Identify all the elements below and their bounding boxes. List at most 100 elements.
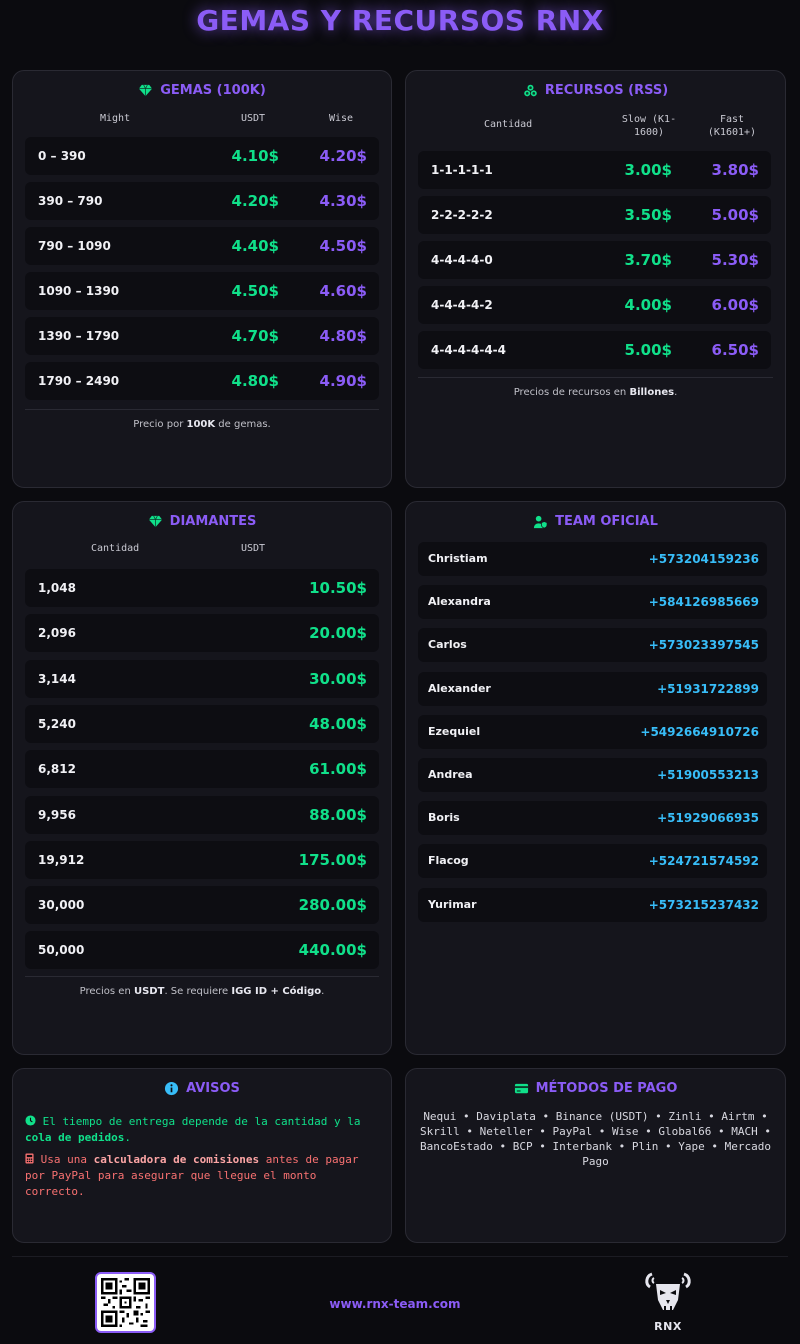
diamond-quantity: 1,048 (38, 581, 76, 595)
wise-price: 4.30$ (319, 192, 367, 210)
table-row: 2,096 20.00$ (25, 614, 379, 653)
team-member-row[interactable]: Alexander +51931722899 (418, 671, 767, 706)
diamond-quantity: 3,144 (38, 671, 76, 686)
gemas-note: Precio por 100K de gemas. (133, 419, 271, 430)
might-range: 790 – 1090 (38, 239, 111, 253)
usdt-price: 61.00$ (309, 760, 367, 779)
usdt-price: 4.40$ (231, 237, 279, 255)
usdt-price: 30.00$ (309, 669, 367, 688)
table-row: 2-2-2-2-2 3.50$ 5.00$ (418, 196, 771, 234)
recursos-note: Precios de recursos en Billones. (513, 387, 678, 398)
member-phone[interactable]: +584126985669 (648, 595, 759, 610)
footer-divider (12, 1256, 788, 1257)
member-phone[interactable]: +573204159236 (648, 552, 759, 566)
diamantes-card: DIAMANTES Cantidad USDT 1,048 10.50$ 2,096… (12, 501, 392, 1055)
gem-icon (139, 84, 153, 97)
col-header-fast: Fast (K1601+) (707, 114, 757, 138)
usdt-price: 20.00$ (309, 624, 367, 643)
avisos-heading: AVISOS (13, 1081, 391, 1096)
member-phone[interactable]: +51931722899 (657, 681, 759, 696)
member-phone[interactable]: +573023397545 (648, 638, 759, 653)
divider (25, 976, 379, 977)
slow-price: 4.00$ (624, 296, 672, 314)
team-member-row[interactable]: Carlos +573023397545 (418, 628, 767, 663)
diamond-quantity: 19,912 (38, 852, 85, 867)
website-link[interactable]: www.rnx-team.com (329, 1297, 461, 1311)
qr-code[interactable] (95, 1272, 156, 1333)
pagos-card: MÉTODOS DE PAGO Nequi • Daviplata • Bina… (405, 1068, 786, 1243)
slow-price: 5.00$ (624, 341, 672, 359)
usdt-price: 10.50$ (309, 579, 367, 597)
recursos-card: RECURSOS (RSS) Cantidad Slow (K1-1600) F… (405, 70, 786, 488)
member-phone[interactable]: +5492664910726 (640, 724, 759, 739)
wise-price: 4.60$ (319, 282, 367, 300)
slow-price: 3.00$ (624, 161, 672, 179)
resource-quantity: 1-1-1-1-1 (431, 163, 493, 177)
team-member-row[interactable]: Andrea +51900553213 (418, 758, 767, 792)
wise-price: 4.20$ (319, 147, 367, 165)
team-member-row[interactable]: Alexandra +584126985669 (418, 585, 767, 620)
diamond-quantity: 6,812 (38, 762, 76, 777)
diamantes-note: Precios en USDT. Se requiere IGG ID + Có… (79, 986, 325, 997)
usdt-price: 48.00$ (309, 714, 367, 733)
recursos-heading: RECURSOS (RSS) (406, 83, 785, 98)
team-member-row[interactable]: Christiam +573204159236 (418, 542, 767, 576)
resource-quantity: 4-4-4-4-4-4 (431, 343, 506, 357)
usdt-price: 4.10$ (231, 147, 279, 165)
table-row: 390 – 790 4.20$ 4.30$ (25, 182, 379, 220)
rnx-skull-logo-icon (645, 1272, 691, 1310)
col-header-wise: Wise (329, 113, 354, 124)
member-phone[interactable]: +51929066935 (657, 811, 759, 826)
divider (25, 409, 379, 410)
team-member-row[interactable]: Yurimar +573215237432 (418, 887, 767, 922)
pagos-title: MÉTODOS DE PAGO (535, 1081, 678, 1096)
usdt-price: 4.50$ (231, 282, 279, 300)
diamond-quantity: 30,000 (38, 898, 85, 913)
calculator-icon (25, 1153, 34, 1164)
table-row: 4-4-4-4-4-4 5.00$ 6.50$ (418, 331, 771, 369)
table-row: 1,048 10.50$ (25, 569, 379, 607)
fast-price: 5.30$ (711, 251, 759, 269)
payment-methods-list: Nequi • Daviplata • Binance (USDT) • Zin… (420, 1110, 771, 1168)
member-name: Carlos (428, 638, 467, 652)
col-header-cantidad: Cantidad (91, 543, 140, 554)
table-row: 1090 – 1390 4.50$ 4.60$ (25, 272, 379, 310)
team-member-row[interactable]: Boris +51929066935 (418, 801, 767, 836)
might-range: 1390 – 1790 (38, 329, 120, 343)
pagos-heading: MÉTODOS DE PAGO (406, 1081, 785, 1096)
col-header-cantidad: Cantidad (484, 119, 533, 130)
wise-price: 4.50$ (319, 237, 367, 255)
team-member-row[interactable]: Ezequiel +5492664910726 (418, 714, 767, 749)
member-phone[interactable]: +524721574592 (648, 854, 759, 869)
table-row: 9,956 88.00$ (25, 795, 379, 834)
resource-quantity: 2-2-2-2-2 (431, 208, 493, 222)
member-phone[interactable]: +573215237432 (648, 897, 759, 912)
aviso-entrega: El tiempo de entrega depende de la canti… (25, 1115, 361, 1144)
col-header-usdt: USDT (241, 113, 266, 124)
might-range: 1090 – 1390 (38, 284, 120, 298)
qr-code-icon (101, 1278, 150, 1327)
usdt-price: 280.00$ (298, 896, 367, 915)
diamantes-title: DIAMANTES (169, 514, 257, 529)
avisos-card: AVISOS El tiempo de entrega depende de l… (12, 1068, 392, 1243)
gemas-heading: GEMAS (100K) (13, 83, 391, 98)
member-name: Christiam (428, 552, 488, 565)
fast-price: 3.80$ (711, 161, 759, 179)
wise-price: 4.90$ (319, 372, 367, 390)
aviso-paypal: Usa una calculadora de comisiones antes … (25, 1153, 359, 1198)
divider (418, 377, 773, 378)
table-row: 1-1-1-1-1 3.00$ 3.80$ (418, 151, 771, 189)
resource-quantity: 4-4-4-4-2 (431, 298, 493, 312)
team-member-row[interactable]: Flacog +524721574592 (418, 844, 767, 879)
member-name: Alexandra (428, 595, 491, 609)
table-row: 3,144 30.00$ (25, 659, 379, 698)
member-name: Yurimar (428, 897, 477, 911)
member-name: Ezequiel (428, 724, 481, 738)
diamond-quantity: 9,956 (38, 807, 76, 822)
slow-price: 3.50$ (624, 206, 672, 224)
fast-price: 6.00$ (711, 296, 759, 314)
member-phone[interactable]: +51900553213 (657, 768, 759, 782)
table-row: 50,000 440.00$ (25, 931, 379, 970)
avisos-title: AVISOS (186, 1081, 240, 1096)
wise-price: 4.80$ (319, 327, 367, 345)
